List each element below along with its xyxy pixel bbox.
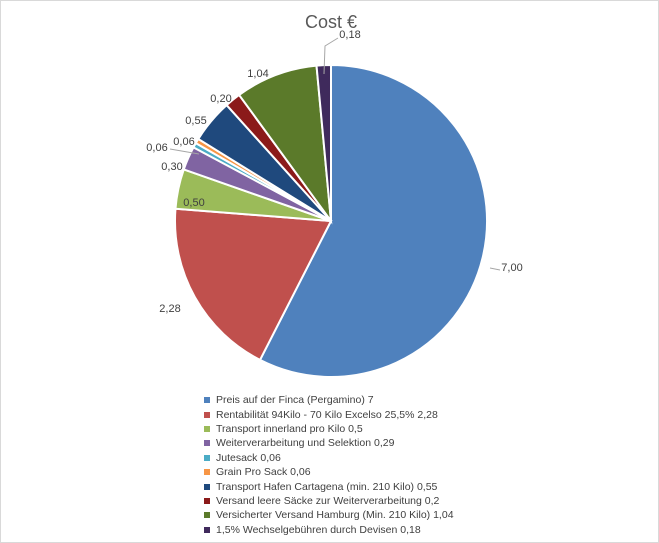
legend-swatch [204,397,210,404]
pie-slice [237,64,333,225]
legend-swatch [204,526,210,533]
legend-swatch [204,512,210,519]
data-label: 0,06 [173,136,194,148]
leader-line [169,148,200,155]
legend-label: Transport innerland pro Kilo 0,5 [216,422,363,435]
legend-label: Versicherter Versand Hamburg (Min. 210 K… [216,509,454,522]
data-label: 2,28 [159,303,180,315]
legend-label: Preis auf der Finca (Pergamino) 7 [216,394,374,407]
legend-swatch [204,483,210,490]
data-label: 0,50 [183,197,204,209]
data-label: 0,20 [210,93,231,105]
leader-line [489,267,501,271]
legend-label: Grain Pro Sack 0,06 [216,466,311,479]
pie-slice [174,207,333,362]
legend-label: Versand leere Säcke zur Weiterverarbeitu… [216,494,440,507]
data-label: 0,06 [146,142,167,154]
legend-item: Jutesack 0,06 [204,451,454,465]
legend-label: Transport Hafen Cartagena (min. 210 Kilo… [216,480,438,493]
legend-item: Preis auf der Finca (Pergamino) 7 [204,393,454,407]
legend-swatch [204,425,210,432]
legend-label: Weiterverarbeitung und Selektion 0,29 [216,437,395,450]
legend-swatch [204,497,210,504]
data-label: 0,55 [185,115,206,127]
data-label: 0,18 [339,29,360,41]
leader-line [323,37,339,75]
legend-label: Jutesack 0,06 [216,451,281,464]
legend-swatch [204,469,210,476]
legend-label: Rentabilität 94Kilo - 70 Kilo Excelso 25… [216,408,438,421]
pie-slice [258,63,489,378]
legend-item: Grain Pro Sack 0,06 [204,465,454,479]
legend-item: Versicherter Versand Hamburg (Min. 210 K… [204,508,454,522]
legend-item: Versand leere Säcke zur Weiterverarbeitu… [204,494,454,508]
data-label: 1,04 [247,68,268,80]
legend-swatch [204,411,210,418]
legend-label: 1,5% Wechselgebühren durch Devisen 0,18 [216,523,421,536]
legend-item: Weiterverarbeitung und Selektion 0,29 [204,436,454,450]
chart-title: Cost € [305,12,357,32]
legend-item: Transport Hafen Cartagena (min. 210 Kilo… [204,479,454,493]
legend: Preis auf der Finca (Pergamino) 7 Rentabi… [204,393,454,537]
legend-item: Rentabilität 94Kilo - 70 Kilo Excelso 25… [204,407,454,421]
legend-swatch [204,440,210,447]
data-label: 7,00 [501,262,522,274]
legend-item: 1,5% Wechselgebühren durch Devisen 0,18 [204,523,454,537]
legend-item: Transport innerland pro Kilo 0,5 [204,422,454,436]
data-label: 0,30 [161,161,182,173]
pie-slice [315,63,332,222]
legend-swatch [204,454,210,461]
